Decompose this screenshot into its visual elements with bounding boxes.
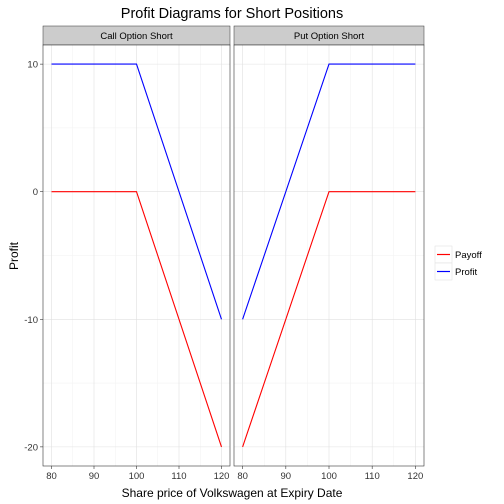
x-tick-label: 100 <box>129 471 145 482</box>
series-line-payoff <box>242 191 416 448</box>
legend: Payoff Profit <box>434 245 482 281</box>
x-tick-label: 120 <box>214 471 230 482</box>
x-tick-label: 90 <box>89 471 100 482</box>
y-tick-label: 0 <box>33 187 38 198</box>
x-tick-label: 80 <box>46 471 57 482</box>
x-tick-label: 90 <box>281 471 292 482</box>
x-tick-label: 80 <box>237 471 248 482</box>
y-axis-label: Profit <box>7 241 21 270</box>
x-axis-label: Share price of Volkswagen at Expiry Date <box>122 486 343 500</box>
y-tick-label: -10 <box>24 315 38 326</box>
x-tick-label: 100 <box>321 471 337 482</box>
x-tick-label: 110 <box>171 471 186 482</box>
chart-title: Profit Diagrams for Short Positions <box>121 6 343 22</box>
series-line-profit <box>51 63 223 320</box>
panel-1: Put Option Short 80 90 100 110 120 <box>233 25 425 482</box>
series-line-payoff <box>51 191 223 448</box>
strip-label: Call Option Short <box>100 31 173 42</box>
series-line-profit <box>242 63 416 320</box>
y-tick-label: -20 <box>24 442 38 453</box>
strip-label: Put Option Short <box>294 31 365 42</box>
y-tick-label: 10 <box>27 60 38 71</box>
x-tick-label: 110 <box>365 471 380 482</box>
legend-label-payoff: Payoff <box>455 250 482 261</box>
legend-label-profit: Profit <box>455 267 478 278</box>
x-tick-label: 120 <box>407 471 423 482</box>
